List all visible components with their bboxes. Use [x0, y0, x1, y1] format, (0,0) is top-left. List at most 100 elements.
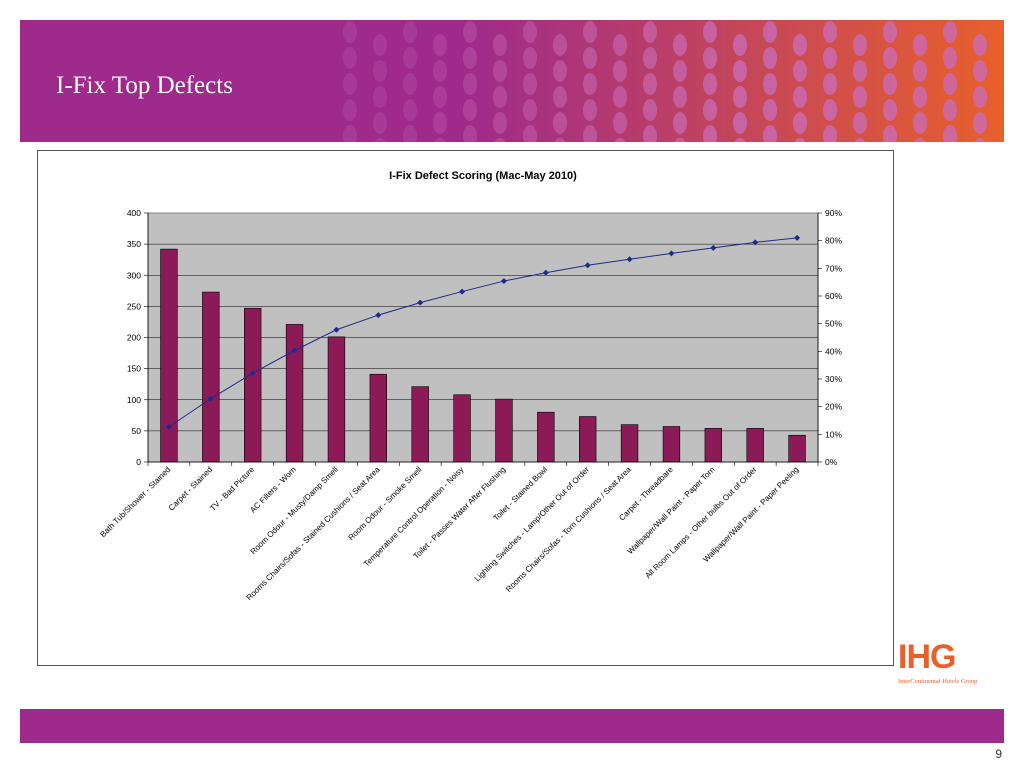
pattern-oval: [553, 86, 567, 108]
pattern-oval: [613, 60, 627, 82]
y-right-tick-label: 40%: [825, 346, 842, 356]
pattern-oval: [763, 99, 777, 121]
footer-bar: [20, 709, 1004, 743]
pattern-oval: [583, 21, 597, 43]
pattern-oval: [853, 34, 867, 56]
pattern-oval: [674, 138, 686, 142]
bar: [788, 434, 806, 463]
y-right-tick-label: 70%: [825, 263, 842, 273]
pattern-oval: [883, 47, 897, 69]
pattern-oval: [703, 73, 717, 95]
y-left-tick-label: 100: [127, 395, 141, 405]
pattern-oval: [523, 21, 537, 43]
pattern-oval: [403, 73, 417, 95]
pattern-oval: [943, 73, 957, 95]
bar: [244, 307, 262, 463]
y-right-tick-label: 80%: [825, 236, 842, 246]
pattern-oval: [343, 125, 357, 142]
bar: [327, 336, 346, 463]
pattern-oval: [643, 21, 657, 43]
pattern-oval: [403, 125, 417, 142]
pattern-oval: [614, 138, 626, 142]
bar: [495, 398, 513, 463]
pattern-oval: [943, 125, 957, 142]
header-banner: I-Fix Top Defects: [20, 20, 1004, 142]
ihg-logo-mark: IHG: [898, 638, 956, 676]
pattern-oval: [463, 73, 477, 95]
pattern-oval: [973, 60, 987, 82]
pattern-oval: [613, 112, 627, 134]
y-right-tick-label: 10%: [825, 429, 842, 439]
bar: [704, 428, 722, 463]
y-left-tick-label: 300: [127, 270, 141, 280]
category-label: TV - Bad Picture: [208, 465, 256, 513]
category-label: Wallpaper/Wall Paint - Paper Torn: [626, 465, 717, 556]
category-label: Toilet - Passes Water After Flushing: [412, 465, 508, 561]
bar: [620, 424, 639, 463]
chart-canvas: I-Fix Defect Scoring (Mac-May 2010) 0 50 10…: [98, 170, 842, 602]
category-label: Wallpaper/Wall Paint - Paper Peeling: [701, 465, 800, 564]
pattern-oval: [643, 125, 657, 142]
pattern-oval: [853, 60, 867, 82]
pattern-oval: [373, 86, 387, 108]
pattern-oval: [374, 138, 386, 142]
pattern-oval: [853, 86, 867, 108]
pattern-oval: [734, 138, 746, 142]
pattern-oval: [523, 73, 537, 95]
category-label: Room Odour - Musty/Damp Smell: [249, 465, 340, 556]
pattern-oval: [763, 73, 777, 95]
pattern-oval: [553, 112, 567, 134]
pattern-oval: [463, 47, 477, 69]
pattern-oval: [913, 34, 927, 56]
cumulative-point: [710, 244, 717, 251]
pattern-oval: [853, 112, 867, 134]
pattern-oval: [463, 125, 477, 142]
category-label: Bath Tub/Shower - Stained: [98, 465, 172, 539]
bar: [160, 248, 178, 463]
pattern-oval: [553, 34, 567, 56]
pattern-oval: [493, 112, 507, 134]
y-right-tick-label: 90%: [825, 208, 842, 218]
pattern-oval: [703, 125, 717, 142]
pattern-oval: [463, 21, 477, 43]
y-left-tick-label: 250: [127, 301, 141, 311]
y-right-tick-label: 50%: [825, 319, 842, 329]
category-label: Room Odour - Smoke Smell: [347, 465, 424, 542]
y-left-tick-label: 400: [127, 208, 141, 218]
pattern-oval: [494, 138, 506, 142]
pattern-oval: [914, 138, 926, 142]
chart-title: I-Fix Defect Scoring (Mac-May 2010): [389, 170, 577, 182]
pattern-oval: [793, 34, 807, 56]
pattern-oval: [913, 60, 927, 82]
page-number: 9: [995, 747, 1002, 761]
pattern-oval: [373, 60, 387, 82]
pattern-oval: [823, 47, 837, 69]
cumulative-point: [794, 234, 801, 241]
pattern-oval: [883, 73, 897, 95]
y-right-tick-label: 30%: [825, 374, 842, 384]
cumulative-point: [165, 423, 172, 430]
bar: [662, 426, 681, 463]
pattern-oval: [733, 34, 747, 56]
pattern-oval: [733, 60, 747, 82]
pattern-oval: [613, 86, 627, 108]
pattern-oval: [643, 47, 657, 69]
pattern-oval: [733, 112, 747, 134]
pattern-oval: [373, 112, 387, 134]
pattern-oval: [434, 138, 446, 142]
pattern-oval: [343, 47, 357, 69]
ihg-logo-tagline: InterContinental Hotels Group: [898, 678, 978, 685]
ihg-logo: IHG InterContinental Hotels Group: [898, 640, 998, 690]
cumulative-line: [168, 237, 798, 428]
pattern-oval: [553, 60, 567, 82]
cumulative-point: [584, 262, 591, 269]
pattern-oval: [343, 99, 357, 121]
bar: [369, 373, 387, 463]
pattern-oval: [433, 34, 447, 56]
cumulative-point: [333, 326, 340, 333]
cumulative-point: [249, 370, 256, 377]
pattern-oval: [943, 47, 957, 69]
pattern-oval: [343, 73, 357, 95]
pattern-oval: [523, 47, 537, 69]
pattern-oval: [433, 112, 447, 134]
